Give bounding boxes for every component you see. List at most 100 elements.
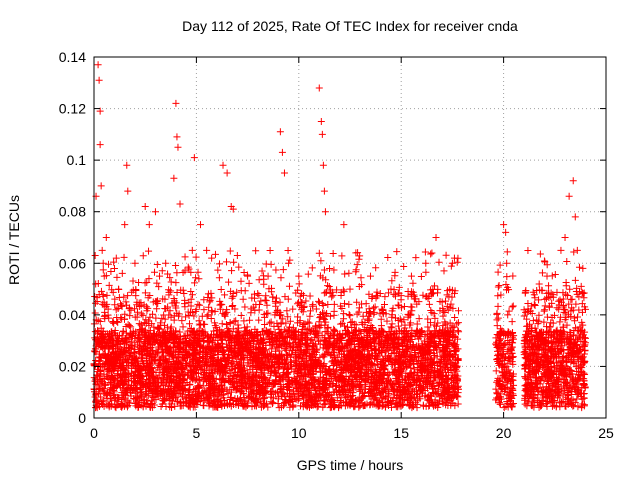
data-point <box>317 359 325 367</box>
data-point <box>441 318 449 326</box>
data-point <box>99 292 107 300</box>
data-point <box>200 344 208 352</box>
data-point <box>155 283 163 291</box>
data-point <box>196 301 204 309</box>
data-point <box>370 361 378 369</box>
data-point <box>345 269 353 277</box>
data-point <box>94 368 102 376</box>
data-point <box>171 334 179 342</box>
data-point <box>289 305 297 313</box>
data-point <box>156 355 164 363</box>
data-point <box>302 297 310 305</box>
data-point <box>286 317 294 325</box>
data-point <box>161 336 169 344</box>
data-point <box>282 383 290 391</box>
data-point <box>136 378 144 386</box>
data-point <box>315 297 323 305</box>
data-point <box>447 374 455 382</box>
data-point <box>210 348 218 356</box>
data-point <box>384 254 392 262</box>
data-point <box>414 368 422 376</box>
data-point <box>111 326 119 334</box>
data-point <box>289 377 297 385</box>
data-point <box>243 341 251 349</box>
data-point <box>135 399 143 407</box>
data-point <box>211 307 219 315</box>
data-point <box>112 351 120 359</box>
data-point <box>390 330 398 338</box>
data-point <box>93 403 101 411</box>
data-point <box>189 403 197 411</box>
data-point <box>311 334 319 342</box>
data-point <box>450 388 458 396</box>
data-point <box>199 330 207 338</box>
data-point <box>244 359 252 367</box>
data-point <box>186 332 194 340</box>
data-point <box>105 281 113 289</box>
data-point <box>222 320 230 328</box>
data-point <box>385 399 393 407</box>
data-point <box>317 257 325 265</box>
data-point <box>436 362 444 370</box>
data-point <box>380 301 388 309</box>
data-point <box>167 313 175 321</box>
data-point <box>252 394 260 402</box>
data-point <box>226 345 234 353</box>
data-point <box>253 358 261 366</box>
data-point <box>435 334 443 342</box>
data-point <box>394 372 402 380</box>
data-point <box>400 263 408 271</box>
data-point <box>222 361 230 369</box>
data-point <box>199 382 207 390</box>
data-point <box>132 399 140 407</box>
data-point <box>125 356 133 364</box>
data-point <box>303 346 311 354</box>
data-point <box>454 319 462 327</box>
data-point <box>299 322 307 330</box>
data-point <box>322 393 330 401</box>
data-point <box>388 311 396 319</box>
data-point <box>164 357 172 365</box>
data-point <box>254 290 262 298</box>
data-point <box>333 286 341 294</box>
data-point <box>338 387 346 395</box>
data-point <box>103 291 111 299</box>
data-point <box>315 249 323 257</box>
data-point <box>172 261 180 269</box>
data-point <box>396 367 404 375</box>
data-point <box>197 321 205 329</box>
data-point <box>320 353 328 361</box>
data-point <box>283 307 291 315</box>
data-point <box>367 322 375 330</box>
data-point <box>107 267 115 275</box>
data-point <box>131 384 139 392</box>
data-point <box>431 314 439 322</box>
data-point <box>361 401 369 409</box>
data-point <box>331 328 339 336</box>
data-point <box>218 320 226 328</box>
data-point <box>168 378 176 386</box>
data-point <box>180 353 188 361</box>
data-point <box>191 376 199 384</box>
data-point <box>285 340 293 348</box>
data-point <box>348 350 356 358</box>
data-point <box>375 402 383 410</box>
data-point <box>419 291 427 299</box>
data-point <box>149 372 157 380</box>
data-point <box>158 390 166 398</box>
data-point <box>251 362 259 370</box>
data-point <box>94 381 102 389</box>
data-point <box>190 327 198 335</box>
data-point <box>287 353 295 361</box>
data-point <box>165 330 173 338</box>
data-point <box>187 302 195 310</box>
data-point <box>365 366 373 374</box>
data-point <box>161 315 169 323</box>
data-point <box>127 392 135 400</box>
data-point <box>345 310 353 318</box>
data-point <box>308 365 316 373</box>
data-point <box>152 314 160 322</box>
data-point <box>208 308 216 316</box>
data-point <box>326 312 334 320</box>
data-point <box>161 321 169 329</box>
